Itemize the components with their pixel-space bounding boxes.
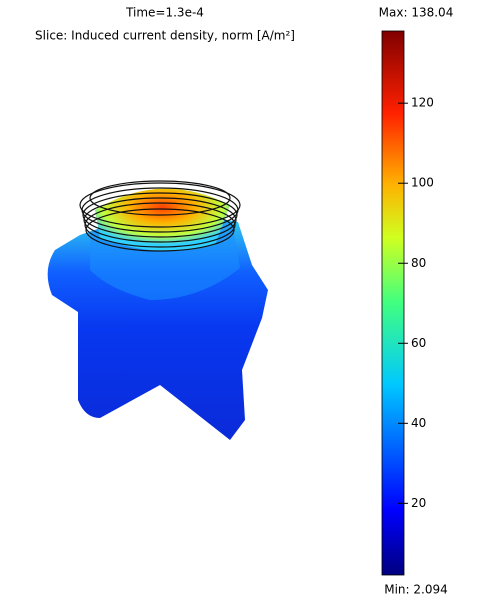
chart: Time=1.3e-4 Slice: Induced current densi…	[0, 0, 479, 601]
min-label: Min: 2.094	[384, 583, 448, 597]
max-label: Max: 138.04	[379, 6, 454, 20]
subtitle: Slice: Induced current density, norm [A/…	[35, 29, 295, 43]
tick-label: 100	[411, 176, 434, 190]
tick-label: 40	[411, 416, 426, 430]
simulation-model	[48, 181, 268, 440]
colorbar	[382, 31, 404, 575]
title: Time=1.3e-4	[125, 6, 204, 20]
tick-label: 60	[411, 336, 426, 350]
tick-label: 20	[411, 496, 426, 510]
tick-label: 80	[411, 256, 426, 270]
tick-label: 120	[411, 96, 434, 110]
